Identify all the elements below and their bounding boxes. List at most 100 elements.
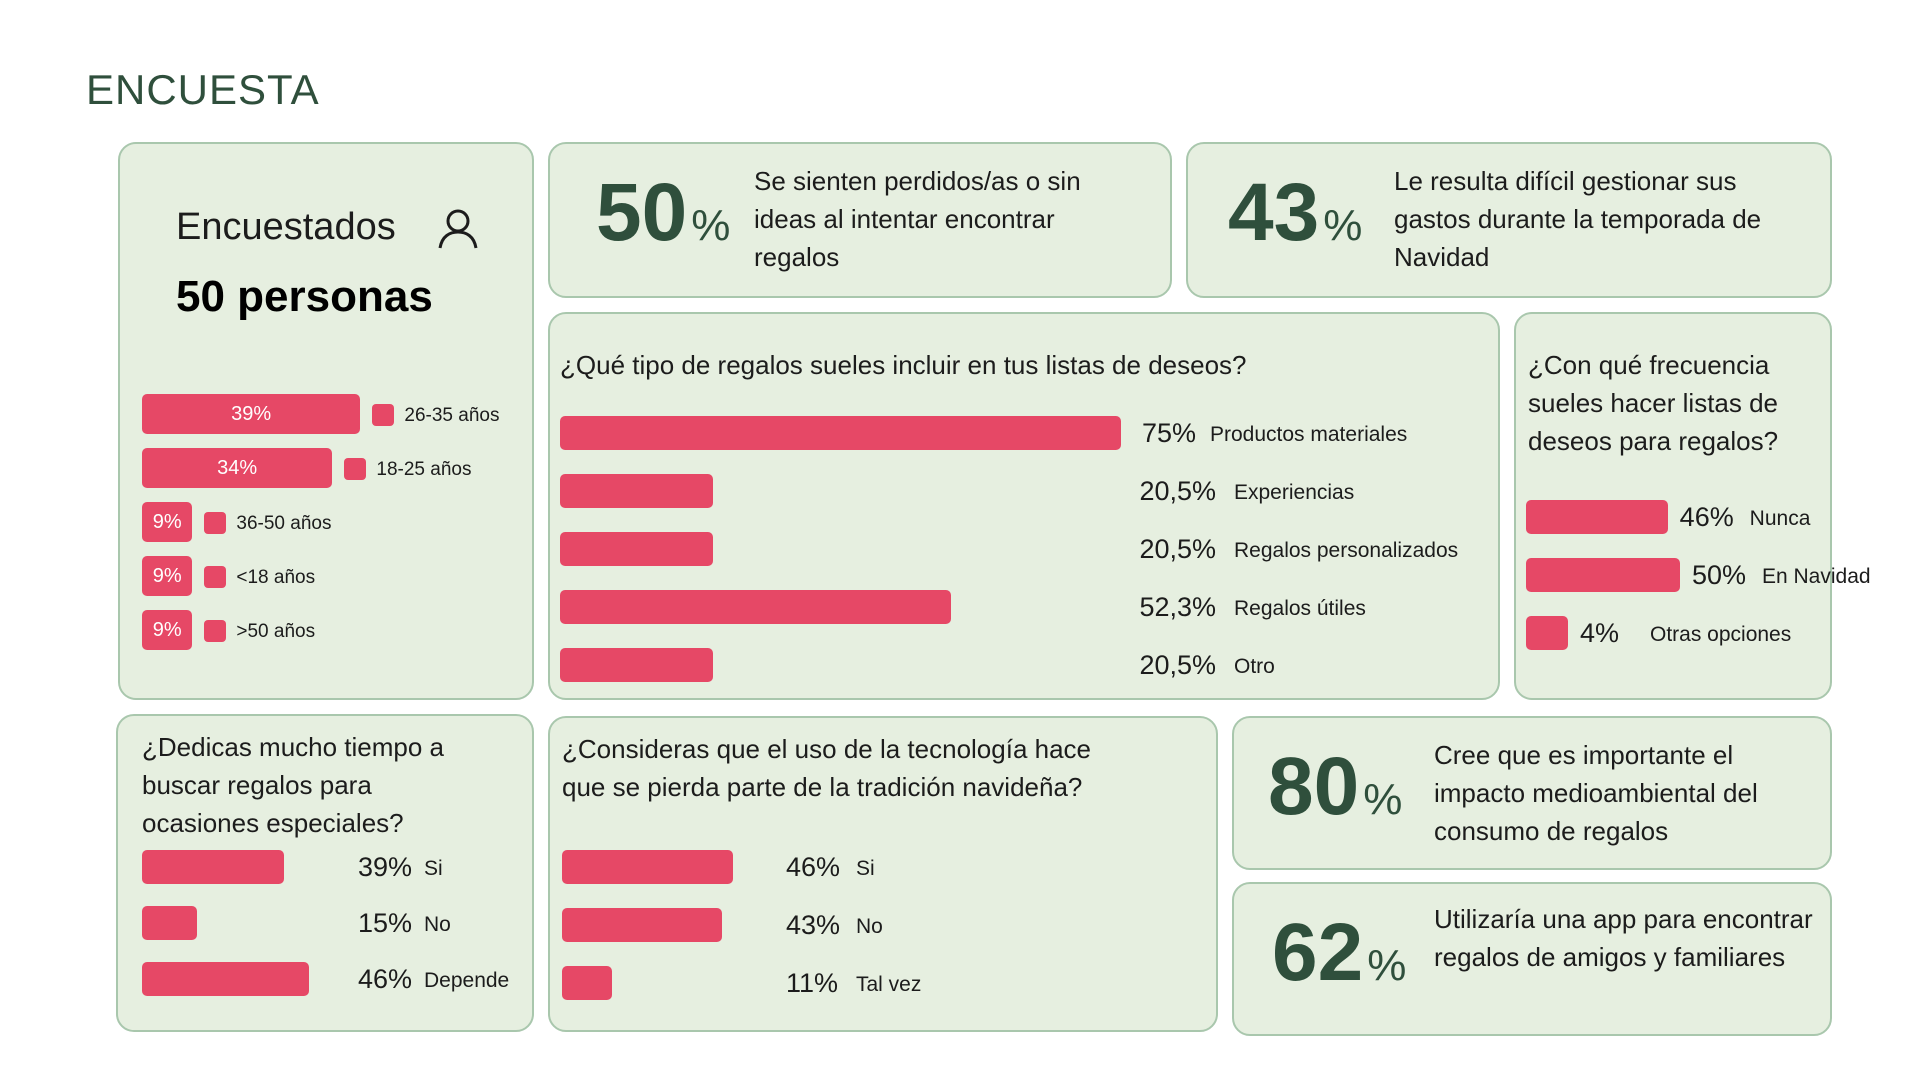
bar-category-label: Regalos útiles (1234, 597, 1366, 620)
age-category-label: 36-50 años (236, 513, 332, 534)
respondents-count: 50 personas (176, 272, 433, 321)
stat-card-app: 62% Utilizaría una app para encontrar re… (1232, 882, 1832, 1036)
bar-category-label: Experiencias (1234, 481, 1355, 504)
bar (560, 590, 952, 624)
bar-value-label: 50% (1692, 560, 1747, 590)
technology-question: ¿Consideras que el uso de la tecnología … (562, 734, 1092, 802)
stat-card-lost: 50% Se sienten perdidos/as o sin ideas a… (548, 142, 1172, 298)
frequency-card: ¿Con qué frecuencia sueles hacer listas … (1514, 312, 1871, 702)
stat-number: 80% (1268, 740, 1402, 834)
time-card: ¿Dedicas mucho tiempo a buscar regalos p… (116, 714, 534, 1032)
bar-value-label: 43% (786, 910, 841, 940)
age-bar (142, 448, 333, 488)
bar (562, 850, 734, 884)
bar-category-label: Depende (424, 969, 510, 992)
bar-value-label: 46% (358, 964, 413, 994)
user-icon (438, 209, 478, 249)
stat-unit: % (691, 201, 731, 250)
age-bar (142, 502, 193, 542)
bar (142, 906, 197, 940)
bar-value-label: 15% (358, 908, 413, 938)
bar-category-label: En Navidad (1762, 565, 1871, 588)
stat-unit: % (1363, 775, 1403, 824)
bar (560, 474, 714, 508)
age-chart: 39% 26-35 años 34% 18-25 años 9% 36-50 años 9%… (120, 144, 536, 702)
stat-value: 43 (1228, 167, 1320, 258)
bar-category-label: No (424, 913, 451, 936)
bar-category-label: Productos materiales (1210, 423, 1408, 446)
stat-card-expenses: 43% Le resulta difícil gestionar sus gas… (1186, 142, 1832, 298)
bar-value-label: 75% (1141, 418, 1196, 448)
bar-category-label: Tal vez (856, 973, 922, 996)
bar (562, 908, 722, 942)
bar (560, 648, 714, 682)
stat-text: Cree que es importante el impacto medioa… (1434, 740, 1758, 846)
bar (142, 850, 284, 884)
bar-category-label: Otro (1234, 655, 1275, 678)
bar (560, 416, 1121, 450)
gift-types-card: ¿Qué tipo de regalos sueles incluir en t… (548, 312, 1500, 700)
age-bar (142, 556, 193, 596)
stat-card-environment: 80% Cree que es importante el impacto me… (1232, 716, 1832, 870)
age-swatch (344, 458, 367, 480)
age-bar-label: 9% (152, 619, 182, 641)
bar-value-label: 11% (786, 968, 839, 998)
time-question: ¿Dedicas mucho tiempo a buscar regalos p… (142, 732, 445, 838)
bar-value-label: 39% (358, 852, 413, 882)
stat-text: Utilizaría una app para encontrar regalo… (1434, 904, 1813, 972)
age-bar (142, 610, 193, 650)
stat-text: Le resulta difícil gestionar sus gastos … (1394, 166, 1762, 272)
gift-types-question: ¿Qué tipo de regalos sueles incluir en t… (560, 350, 1247, 380)
age-bar-label: 9% (152, 511, 182, 533)
respondents-card: Encuestados 50 personas 39% 26-35 años 34%… (118, 142, 534, 700)
age-bar-label: 34% (217, 457, 258, 479)
age-swatch (204, 620, 227, 642)
age-swatch (204, 512, 227, 534)
frequency-question: ¿Con qué frecuencia sueles hacer listas … (1528, 350, 1779, 456)
stat-unit: % (1367, 941, 1407, 990)
stat-number: 43% (1228, 166, 1362, 260)
age-bar-label: 9% (152, 565, 182, 587)
stat-number: 50% (596, 166, 730, 260)
bar-value-label: 20,5% (1139, 476, 1216, 506)
age-category-label: 26-35 años (404, 405, 500, 426)
bar-value-label: 52,3% (1139, 592, 1216, 622)
age-category-label: 18-25 años (376, 459, 472, 480)
stat-number: 62% (1272, 906, 1406, 1000)
gift-types-chart: 75% Productos materiales 20,5% Experiencias… (550, 314, 1502, 702)
bar-value-label: 20,5% (1139, 650, 1216, 680)
bar-category-label: Si (856, 857, 875, 880)
bar (560, 532, 714, 566)
bar-category-label: Regalos personalizados (1234, 539, 1459, 562)
bar (562, 966, 612, 1000)
age-swatch (204, 566, 227, 588)
stat-value: 62 (1272, 907, 1364, 998)
time-chart: 39% Si 15% No 46% Depende (118, 716, 536, 1034)
stat-unit: % (1323, 201, 1363, 250)
bar-category-label: Nunca (1749, 507, 1811, 530)
bar-value-label: 46% (1679, 502, 1734, 532)
age-category-label: <18 años (236, 567, 316, 588)
frequency-chart: 46% Nunca 50% En Navidad 4% Otras opciones (1516, 314, 1871, 702)
stat-value: 50 (596, 167, 688, 258)
bar-value-label: 4% (1580, 618, 1620, 648)
technology-chart: 46% Si 43% No 11% Tal vez (550, 718, 1220, 1034)
bar-category-label: No (856, 915, 883, 938)
technology-card: ¿Consideras que el uso de la tecnología … (548, 716, 1218, 1032)
age-category-label: >50 años (236, 621, 316, 642)
bar-value-label: 46% (786, 852, 841, 882)
bar-category-label: Si (424, 857, 443, 880)
age-bar-label: 39% (231, 403, 272, 425)
age-swatch (372, 404, 395, 426)
bar (1526, 616, 1568, 650)
age-bar (142, 394, 361, 434)
bar-value-label: 20,5% (1139, 534, 1216, 564)
stat-value: 80 (1268, 741, 1360, 832)
page-title: ENCUESTA (86, 66, 320, 113)
bar-category-label: Otras opciones (1650, 623, 1792, 646)
bar (1526, 500, 1668, 534)
respondents-label: Encuestados (176, 206, 396, 248)
bar (1526, 558, 1680, 592)
stat-text: Se sienten perdidos/as o sin ideas al in… (754, 166, 1081, 272)
bar (142, 962, 310, 996)
